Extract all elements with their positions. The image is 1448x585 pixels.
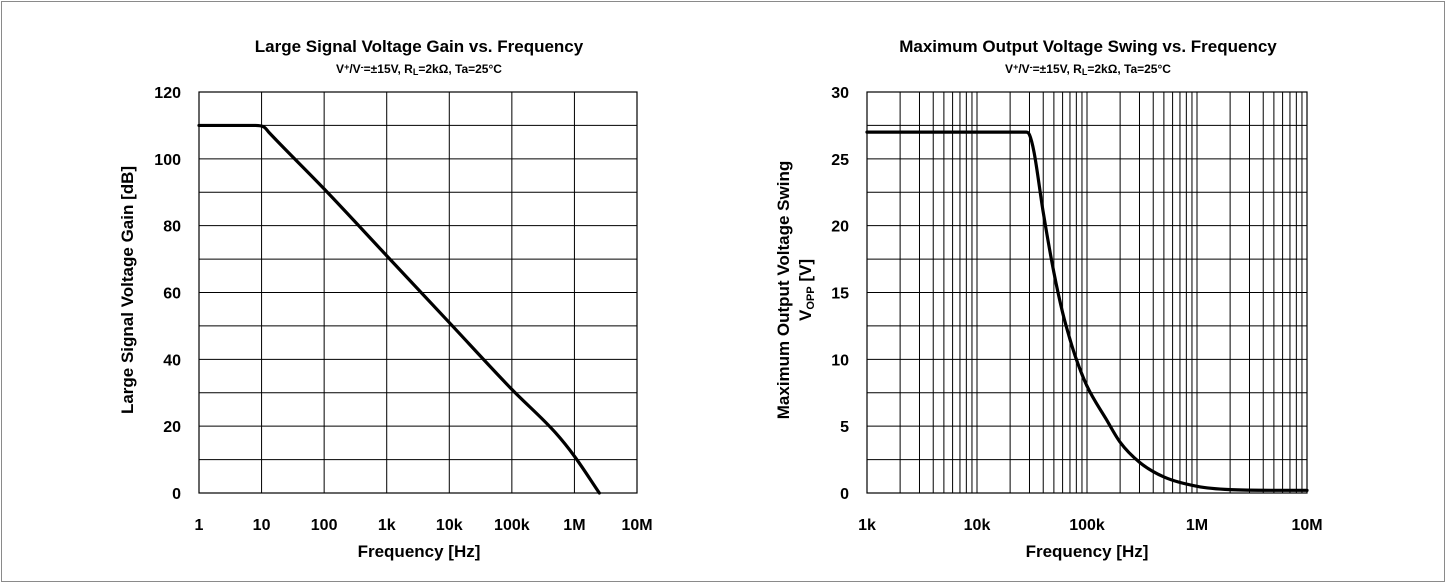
y-tick-label: 20 <box>831 219 849 236</box>
x-tick-label: 10k <box>964 517 991 534</box>
plot-grid <box>866 91 1308 494</box>
gain-curve <box>197 123 601 495</box>
x-tick-label: 1k <box>858 517 876 534</box>
chart-title: Large Signal Voltage Gain vs. Frequency <box>255 37 584 56</box>
y-tick-label: 0 <box>172 486 181 503</box>
y-tick-labels: 0 20 40 60 80 100 120 <box>154 85 181 503</box>
y-tick-label: 15 <box>831 286 849 303</box>
x-tick-label: 1 <box>195 517 204 534</box>
x-tick-labels: 1 10 100 1k 10k 100k 1M 10M <box>195 517 653 534</box>
x-tick-label: 10 <box>253 517 271 534</box>
chart-title: Maximum Output Voltage Swing vs. Frequen… <box>899 37 1277 56</box>
chart-subtitle: V+/V-=±15V, RL=2kΩ, Ta=25°C <box>1005 62 1171 77</box>
y-axis-label-line1: Maximum Output Voltage Swing <box>774 161 793 419</box>
plot-grid <box>198 91 638 494</box>
x-tick-label: 1k <box>378 517 396 534</box>
y-axis-label-line2: VOPP [V] <box>796 259 817 321</box>
y-tick-label: 10 <box>831 352 849 369</box>
swing-chart: Maximum Output Voltage Swing vs. Frequen… <box>774 37 1323 561</box>
x-tick-label: 100k <box>1069 517 1105 534</box>
x-tick-label: 10M <box>621 517 652 534</box>
x-tick-labels: 1k 10k 100k 1M 10M <box>858 517 1322 534</box>
y-tick-label: 100 <box>154 152 181 169</box>
y-tick-label: 30 <box>831 85 849 102</box>
x-tick-label: 1M <box>1186 517 1208 534</box>
x-tick-label: 10k <box>436 517 463 534</box>
x-tick-label: 10M <box>1291 517 1322 534</box>
plot-border <box>198 91 638 494</box>
x-tick-label: 1M <box>563 517 585 534</box>
x-axis-label: Frequency [Hz] <box>358 542 481 561</box>
y-tick-label: 120 <box>154 85 181 102</box>
y-tick-label: 5 <box>840 419 849 436</box>
y-tick-label: 25 <box>831 152 849 169</box>
swing-curve <box>865 130 1309 492</box>
y-tick-label: 80 <box>163 219 181 236</box>
y-tick-label: 60 <box>163 286 181 303</box>
y-tick-label: 20 <box>163 419 181 436</box>
gain-chart: Large Signal Voltage Gain vs. Frequency … <box>118 37 653 561</box>
plot-border <box>866 91 1308 494</box>
chart-subtitle: V+/V-=±15V, RL=2kΩ, Ta=25°C <box>336 62 502 77</box>
y-axis-label: Large Signal Voltage Gain [dB] <box>118 166 137 414</box>
y-tick-label: 0 <box>840 486 849 503</box>
y-tick-label: 40 <box>163 352 181 369</box>
x-axis-label: Frequency [Hz] <box>1026 542 1149 561</box>
y-tick-labels: 0 5 10 15 20 25 30 <box>831 85 849 503</box>
x-tick-label: 100k <box>494 517 530 534</box>
x-tick-label: 100 <box>311 517 338 534</box>
